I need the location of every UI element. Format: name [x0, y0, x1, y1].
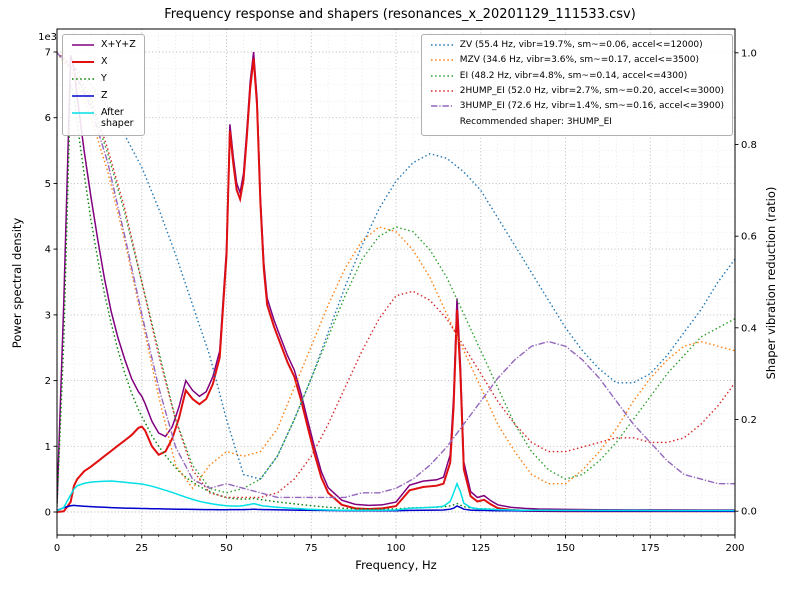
svg-text:6: 6: [45, 113, 51, 124]
legend-label-zv: ZV (55.4 Hz, vibr=19.7%, sm~=0.06, accel…: [459, 40, 703, 50]
svg-text:125: 125: [471, 543, 490, 554]
svg-text:1.0: 1.0: [741, 48, 757, 59]
svg-text:4: 4: [45, 245, 51, 256]
y-axis-label-right: Shaper vibration reduction (ratio): [764, 186, 778, 380]
legend-label-2hump_ei: 2HUMP_EI (52.0 Hz, vibr=2.7%, sm~=0.20, …: [459, 86, 724, 97]
svg-text:3: 3: [45, 310, 51, 321]
svg-text:100: 100: [386, 543, 405, 554]
shaper-legend: ZV (55.4 Hz, vibr=19.7%, sm~=0.06, accel…: [420, 34, 733, 137]
recommended-shaper-line-sample: [430, 117, 454, 130]
svg-text:175: 175: [641, 543, 660, 554]
legend-item-3hump_ei: 3HUMP_EI (72.6 Hz, vibr=1.4%, sm~=0.16, …: [430, 101, 724, 114]
svg-text:0.8: 0.8: [741, 140, 757, 151]
svg-text:200: 200: [725, 543, 744, 554]
legend-item-x: X: [71, 55, 136, 71]
svg-text:75: 75: [305, 543, 318, 554]
y-line-sample: [71, 74, 95, 88]
x-line-sample: [71, 57, 95, 71]
y-axis-label-left: Power spectral density: [10, 217, 24, 349]
mzv-line-sample: [430, 55, 454, 68]
left-axis-offset-label: 1e3: [38, 32, 57, 43]
svg-text:5: 5: [45, 179, 51, 190]
svg-text:150: 150: [556, 543, 575, 554]
svg-text:50: 50: [220, 543, 233, 554]
legend-item-zv: ZV (55.4 Hz, vibr=19.7%, sm~=0.06, accel…: [430, 40, 724, 53]
xyz-line-sample: [71, 40, 95, 54]
psd-legend: X+Y+Z X Y Z After shaper: [62, 34, 145, 136]
legend-item-ei: EI (48.2 Hz, vibr=4.8%, sm~=0.14, accel<…: [430, 71, 724, 84]
legend-label-recommended-shaper: Recommended shaper: 3HUMP_EI: [459, 116, 612, 127]
ei-line-sample: [430, 71, 454, 84]
svg-text:0.4: 0.4: [741, 323, 757, 334]
svg-text:2: 2: [45, 376, 51, 387]
zv-line-sample: [430, 40, 454, 53]
svg-text:0: 0: [45, 508, 51, 519]
legend-item-recommended-shaper: Recommended shaper: 3HUMP_EI: [430, 117, 724, 130]
svg-text:0: 0: [54, 543, 60, 554]
svg-text:0.0: 0.0: [741, 507, 757, 518]
legend-label-y: Y: [101, 72, 107, 84]
legend-label-xyz: X+Y+Z: [101, 39, 136, 50]
legend-item-z: Z: [71, 89, 136, 105]
legend-label-ei: EI (48.2 Hz, vibr=4.8%, sm~=0.14, accel<…: [459, 70, 688, 81]
2hump_ei-line-sample: [430, 86, 454, 99]
chart-title: Frequency response and shapers (resonanc…: [164, 7, 636, 22]
legend-label-after_shaper: After shaper: [101, 106, 134, 129]
svg-text:0.6: 0.6: [741, 232, 757, 243]
x-axis-label: Frequency, Hz: [355, 558, 437, 572]
legend-item-2hump_ei: 2HUMP_EI (52.0 Hz, vibr=2.7%, sm~=0.20, …: [430, 86, 724, 99]
svg-text:0.2: 0.2: [741, 415, 757, 426]
after_shaper-line-sample: [71, 108, 95, 122]
legend-label-z: Z: [101, 89, 108, 101]
legend-item-y: Y: [71, 72, 136, 88]
legend-label-x: X: [101, 55, 108, 67]
legend-item-mzv: MZV (34.6 Hz, vibr=3.6%, sm~=0.17, accel…: [430, 55, 724, 68]
legend-label-3hump_ei: 3HUMP_EI (72.6 Hz, vibr=1.4%, sm~=0.16, …: [459, 101, 724, 112]
legend-item-xyz: X+Y+Z: [71, 39, 136, 54]
legend-item-after_shaper: After shaper: [71, 106, 136, 130]
legend-label-mzv: MZV (34.6 Hz, vibr=3.6%, sm~=0.17, accel…: [459, 55, 699, 66]
svg-text:7: 7: [45, 48, 51, 59]
3hump_ei-line-sample: [430, 101, 454, 114]
svg-text:1: 1: [45, 442, 51, 453]
z-line-sample: [71, 91, 95, 105]
svg-text:25: 25: [135, 543, 148, 554]
